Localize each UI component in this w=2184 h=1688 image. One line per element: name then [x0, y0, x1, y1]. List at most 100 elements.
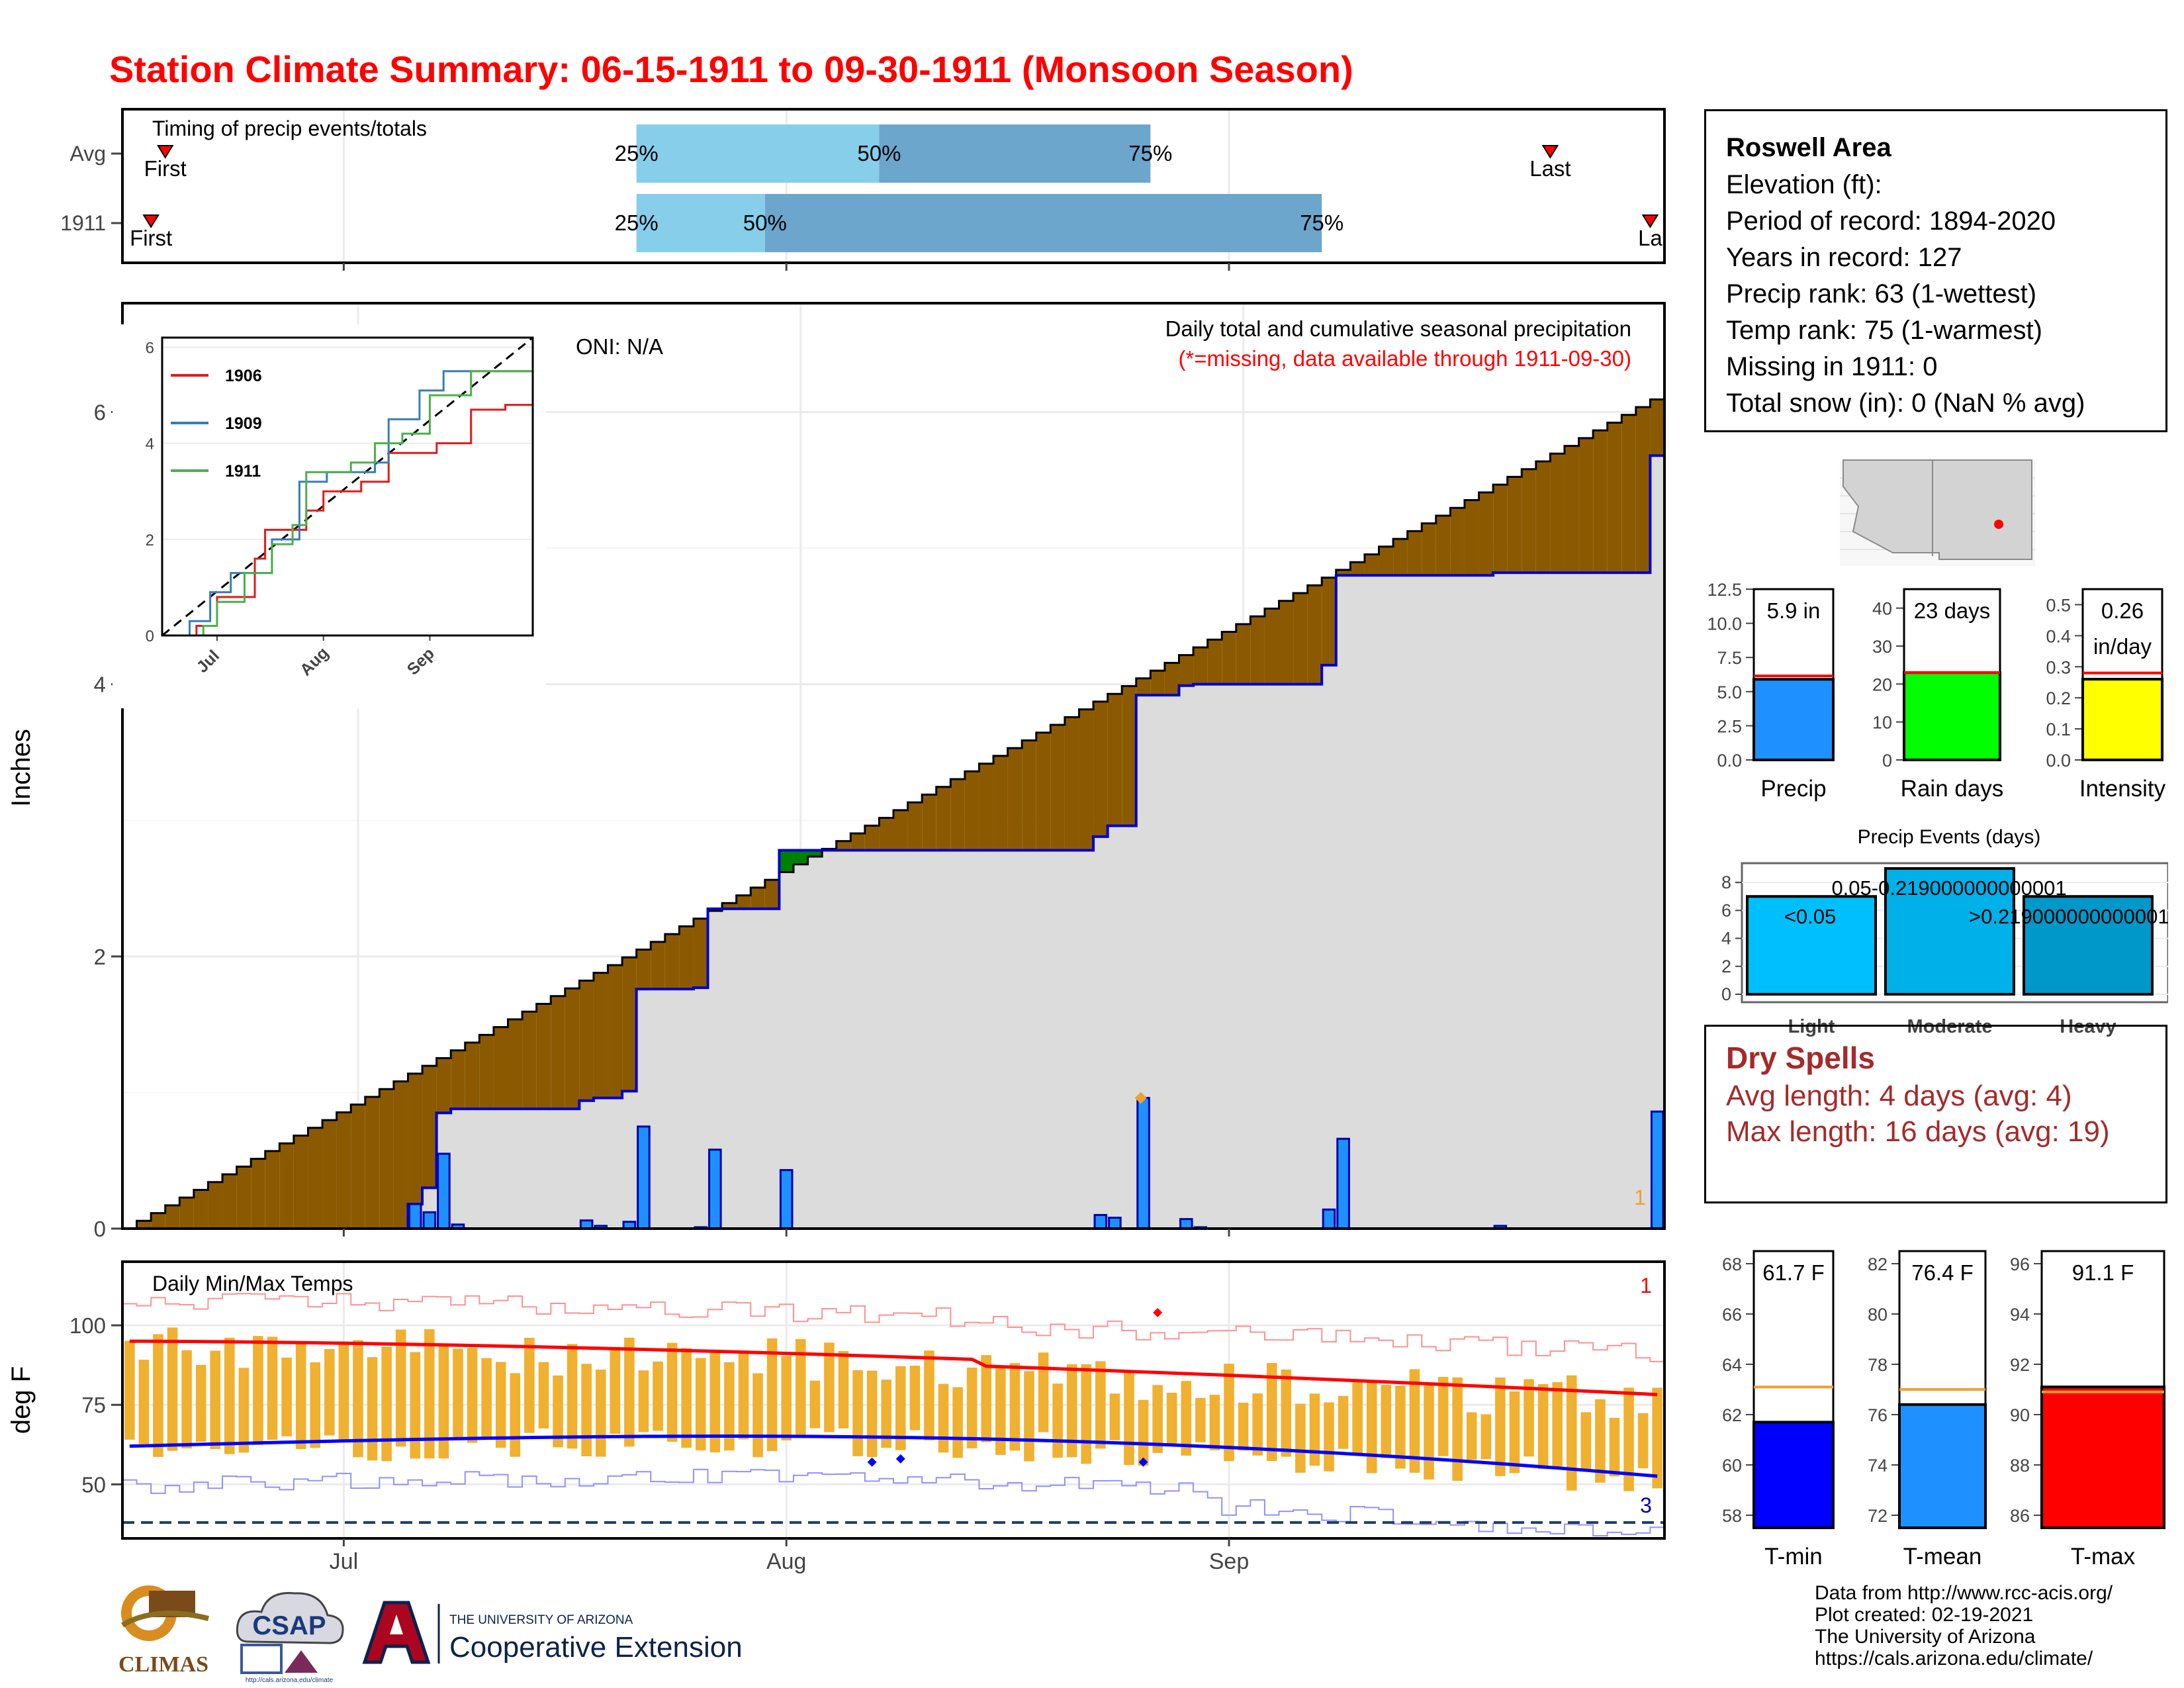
deficit-area [579, 980, 594, 1101]
deficit-area [1493, 485, 1508, 573]
inset-series-line [162, 357, 534, 637]
daily-precip-bar [1650, 1110, 1664, 1230]
deficit-area [636, 949, 651, 990]
events-bin-label-moderate: 0.05-0.219000000000001 [1831, 876, 2066, 900]
summary-precip-0-y-tick-label: 2.5 [1717, 716, 1742, 736]
daily-temp-bar [424, 1329, 435, 1459]
daily-temp-bar [695, 1358, 706, 1450]
station-snow: Total snow (in): 0 (NaN % avg) [1726, 389, 2085, 418]
csap-logo-icon: CSAP http://cals.arizona.edu/climate [236, 1592, 344, 1684]
timing-p50-label: 50% [857, 141, 901, 165]
record-marker [867, 1457, 877, 1467]
deficit-area [208, 1182, 223, 1229]
surplus-area [807, 850, 823, 857]
summary-temp-1-y-tick-label: 76 [1868, 1405, 1888, 1425]
daily-temp-bar [295, 1342, 306, 1450]
summary-precip-0-y-tick-label: 10.0 [1707, 614, 1742, 634]
daily-temp-bar [453, 1348, 463, 1440]
deficit-area [979, 763, 994, 851]
daily-max-marker [1134, 1092, 1147, 1104]
deficit-area [1236, 624, 1251, 684]
inset-legend-label: 1909 [225, 414, 262, 433]
daily-temp-bar [338, 1341, 349, 1440]
daily-temp-bar [1381, 1385, 1392, 1458]
timing-p75-label: 75% [1300, 211, 1343, 235]
deficit-area [1479, 492, 1494, 576]
deficit-area [265, 1150, 280, 1229]
record-high-line [122, 1293, 1664, 1362]
summary-temp-2-y-tick-label: 94 [2010, 1305, 2030, 1325]
ua-small-text: THE UNIVERSITY OF ARIZONA [449, 1613, 633, 1627]
summary-precip-0-y-tick-label: 7.5 [1717, 648, 1742, 668]
timing-bar-late [879, 124, 1151, 183]
events-bar [1884, 867, 2015, 996]
daily-temp-bar [1395, 1385, 1406, 1469]
daily-temp-bar [238, 1368, 250, 1453]
daily-temp-bar [1437, 1377, 1449, 1456]
daily-temp-bar [1109, 1393, 1120, 1440]
summary-temp-2-y-tick-label: 88 [2010, 1456, 2030, 1476]
daily-temp-bar [224, 1337, 235, 1454]
timing-bar-early [636, 124, 880, 183]
daily-temp-bar [1495, 1377, 1506, 1476]
daily-temp-bar [1209, 1394, 1220, 1450]
deficit-area [836, 841, 851, 851]
daily-temp-bar [781, 1356, 792, 1440]
deficit-area [165, 1205, 180, 1229]
daily-temp-bar [1309, 1393, 1320, 1466]
average-min-temp-line [129, 1434, 1658, 1478]
summary-temp-1-y-tick-label: 78 [1868, 1355, 1888, 1375]
temp-y-tick-label: 50 [81, 1472, 106, 1497]
dry-spells-max: Max length: 16 days (avg: 19) [1726, 1115, 2110, 1148]
record-marker [1153, 1307, 1163, 1317]
daily-temp-bar [1095, 1361, 1106, 1449]
deficit-area [1435, 515, 1451, 576]
summary-temp-0-value-bar [1752, 1421, 1835, 1529]
daily-precip-bar [422, 1211, 437, 1230]
deficit-area [193, 1190, 208, 1229]
daily-temp-bar [952, 1387, 963, 1458]
deficit-area [850, 833, 865, 851]
deficit-area [1293, 593, 1308, 684]
deficit-area [593, 972, 608, 1098]
deficit-area [1007, 748, 1023, 851]
deficit-area [336, 1112, 351, 1229]
record-marker [1138, 1457, 1148, 1467]
deficit-area [1022, 740, 1036, 851]
daily-temp-bar [595, 1369, 606, 1457]
first-event-marker [156, 145, 174, 159]
temp-panel-border [121, 1260, 1666, 1540]
daily-temp-bar [395, 1329, 406, 1447]
oni-label: ONI: N/A [576, 334, 663, 359]
deficit-area [279, 1143, 294, 1229]
deficit-area [565, 988, 580, 1109]
deficit-area [1222, 632, 1236, 684]
events-category-label: Light [1788, 1016, 1835, 1037]
daily-precip-bar [1108, 1217, 1122, 1230]
daily-temp-bar [1609, 1417, 1620, 1477]
daily-temp-bar [1366, 1382, 1377, 1474]
summary-temp-0-category-label: T-min [1764, 1544, 1823, 1570]
ua-big-text: Cooperative Extension [449, 1631, 743, 1664]
events-category-label: Heavy [2060, 1016, 2116, 1037]
daily-temp-bar [581, 1364, 592, 1456]
daily-temp-bar [495, 1362, 506, 1448]
temp-x-tick-label: Jul [330, 1549, 358, 1574]
summary-temp-1-y-tick-label: 74 [1868, 1456, 1888, 1476]
deficit-area [1336, 569, 1351, 576]
events-category-label: Moderate [1907, 1016, 1993, 1037]
summary-precip-0-y-tick-label: 5.0 [1717, 682, 1742, 702]
surplus-area [779, 850, 794, 872]
events-y-tick-label: 2 [1721, 957, 1731, 976]
daily-temp-bar [1224, 1364, 1234, 1462]
first-event-label: First [130, 226, 172, 250]
station-name: Roswell Area [1726, 133, 1891, 162]
summary-temp-0-y-tick-label: 60 [1722, 1456, 1742, 1476]
daily-temp-bar [1266, 1362, 1277, 1462]
daily-temp-bar [467, 1348, 478, 1443]
temp-count-bottom: 3 [1640, 1493, 1652, 1517]
first-event-label: First [144, 156, 187, 181]
daily-temp-bar [553, 1375, 563, 1448]
deficit-area [993, 755, 1008, 851]
deficit-area [1593, 430, 1608, 573]
